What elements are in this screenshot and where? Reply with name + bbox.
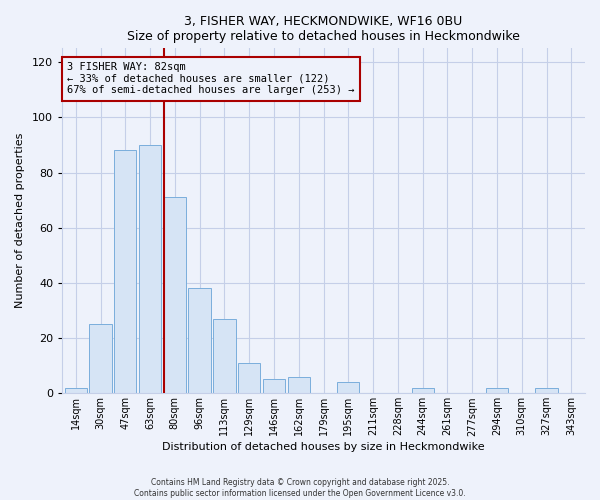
Text: Contains HM Land Registry data © Crown copyright and database right 2025.
Contai: Contains HM Land Registry data © Crown c…	[134, 478, 466, 498]
Bar	[213, 319, 236, 394]
Bar	[139, 145, 161, 394]
Bar	[287, 376, 310, 394]
Bar	[114, 150, 136, 394]
Bar	[238, 363, 260, 394]
Text: 3 FISHER WAY: 82sqm
← 33% of detached houses are smaller (122)
67% of semi-detac: 3 FISHER WAY: 82sqm ← 33% of detached ho…	[67, 62, 355, 96]
Bar	[263, 380, 285, 394]
Bar	[164, 198, 186, 394]
Bar	[65, 388, 87, 394]
Bar	[188, 288, 211, 394]
Bar	[412, 388, 434, 394]
Bar	[337, 382, 359, 394]
Bar	[535, 388, 558, 394]
Y-axis label: Number of detached properties: Number of detached properties	[15, 133, 25, 308]
Bar	[486, 388, 508, 394]
X-axis label: Distribution of detached houses by size in Heckmondwike: Distribution of detached houses by size …	[162, 442, 485, 452]
Title: 3, FISHER WAY, HECKMONDWIKE, WF16 0BU
Size of property relative to detached hous: 3, FISHER WAY, HECKMONDWIKE, WF16 0BU Si…	[127, 15, 520, 43]
Bar	[89, 324, 112, 394]
